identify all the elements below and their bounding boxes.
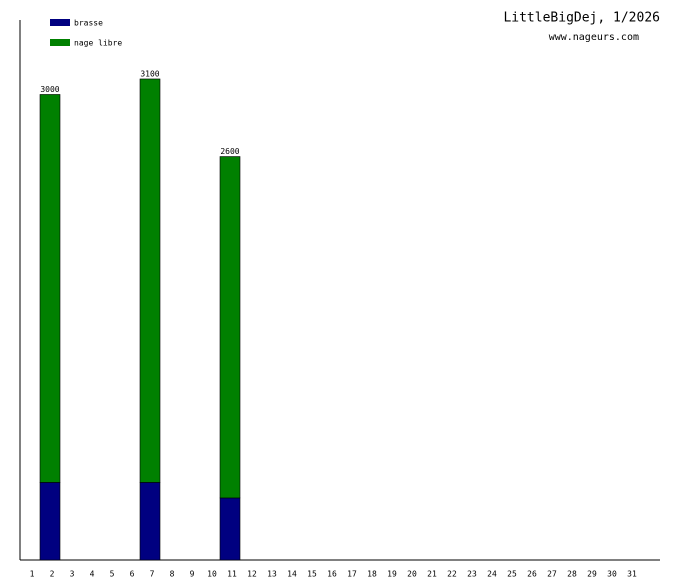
legend-label: brasse [74,19,103,28]
x-tick-label: 23 [467,570,477,579]
x-tick-label: 12 [247,570,257,579]
bar-segment [219,497,241,561]
x-tick-label: 6 [130,570,135,579]
legend-swatch [50,19,70,26]
x-tick-label: 13 [267,570,277,579]
bar-segment [139,482,161,561]
legend-label: nage libre [74,39,122,48]
x-tick-label: 4 [90,570,95,579]
x-tick-label: 22 [447,570,457,579]
total-label: 3100 [140,69,159,78]
x-tick-label: 21 [427,570,437,579]
bar-segment [219,156,241,499]
x-tick-label: 16 [327,570,337,579]
x-tick-label: 29 [587,570,597,579]
x-tick-label: 27 [547,570,557,579]
x-tick-label: 14 [287,570,297,579]
total-label: 3000 [40,85,59,94]
x-tick-label: 31 [627,570,637,579]
x-tick-label: 2 [50,570,55,579]
bar-segment [39,482,61,561]
x-tick-label: 25 [507,570,517,579]
bar-segment [39,94,61,483]
x-tick-label: 19 [387,570,397,579]
x-tick-label: 15 [307,570,317,579]
x-tick-label: 20 [407,570,417,579]
x-tick-label: 28 [567,570,577,579]
bar-segment [139,78,161,483]
x-tick-label: 30 [607,570,617,579]
x-tick-label: 8 [170,570,175,579]
x-tick-label: 3 [70,570,75,579]
x-tick-label: 7 [150,570,155,579]
x-tick-label: 10 [207,570,217,579]
chart-title: LittleBigDej, 1/2026 [503,11,660,26]
x-tick-label: 18 [367,570,377,579]
x-tick-label: 26 [527,570,537,579]
x-tick-label: 24 [487,570,497,579]
x-tick-label: 1 [30,570,35,579]
total-label: 2600 [220,147,239,156]
x-tick-label: 17 [347,570,357,579]
x-tick-label: 11 [227,570,237,579]
legend-swatch [50,39,70,46]
chart-subtitle: www.nageurs.com [549,32,639,43]
x-tick-label: 5 [110,570,115,579]
x-tick-label: 9 [190,570,195,579]
